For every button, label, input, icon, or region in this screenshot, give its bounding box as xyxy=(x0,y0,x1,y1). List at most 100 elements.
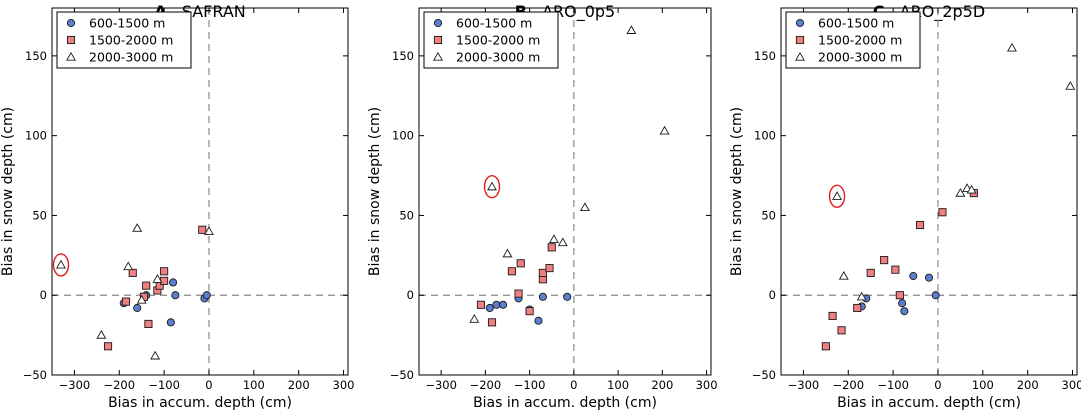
square-point xyxy=(821,342,830,351)
highlight-ellipse xyxy=(828,184,846,208)
legend-square-point xyxy=(66,35,76,45)
triangle-point xyxy=(132,223,143,232)
legend-label: 600-1500 m xyxy=(89,16,165,31)
legend-square-point xyxy=(433,35,443,45)
triangle-point xyxy=(626,25,637,34)
circle-point xyxy=(909,272,918,281)
legend-square-point xyxy=(795,35,805,45)
y-tick-label: 0 xyxy=(407,288,414,302)
triangle-point xyxy=(966,184,977,194)
square-point xyxy=(828,311,837,321)
x-tick-label: 100 xyxy=(243,378,265,392)
plot-area: −300 −200 −100 0 100 200 300 −50 0 50 100 150 600-15… xyxy=(23,7,355,392)
x-tick-label: −100 xyxy=(148,378,180,392)
triangle-point xyxy=(1065,81,1076,90)
legend: 600-1500 m 1500-2000 m 2000-3000 m xyxy=(785,11,921,69)
y-tick-label: −50 xyxy=(390,368,414,382)
triangle-point xyxy=(469,314,480,323)
legend-label: 600-1500 m xyxy=(456,16,532,31)
y-axis-label: Bias in snow depth (cm) xyxy=(0,107,16,276)
x-tick-label: −200 xyxy=(103,378,135,392)
triangle-point xyxy=(502,248,513,258)
triangle-point xyxy=(123,261,134,271)
highlight-ellipse xyxy=(483,175,501,199)
y-tick-label: 50 xyxy=(399,208,414,222)
square-point xyxy=(121,297,131,306)
x-tick-label: 200 xyxy=(1017,378,1039,392)
legend-label: 1500-2000 m xyxy=(456,33,540,48)
square-point xyxy=(837,326,846,335)
triangle-point xyxy=(1006,42,1017,52)
x-tick-label: 200 xyxy=(288,378,310,392)
triangle-point xyxy=(152,274,163,283)
y-tick-label: 150 xyxy=(392,49,414,63)
x-tick-label: −300 xyxy=(59,378,91,392)
square-point xyxy=(525,307,534,316)
x-tick-label: −200 xyxy=(470,378,502,392)
circle-point xyxy=(166,318,175,327)
square-point xyxy=(880,256,889,265)
legend-label: 600-1500 m xyxy=(818,16,894,31)
square-point xyxy=(160,267,169,276)
circle-point xyxy=(931,291,940,300)
legend-circle-point xyxy=(66,18,76,28)
triangle-point xyxy=(548,234,559,243)
legend-label: 2000-3000 m xyxy=(456,50,540,65)
triangle-point xyxy=(96,330,107,339)
triangle-point xyxy=(659,125,670,135)
x-tick-label: 300 xyxy=(333,378,355,392)
square-point xyxy=(516,259,525,268)
square-point xyxy=(144,319,153,328)
circle-point xyxy=(485,303,494,313)
circle-point xyxy=(538,292,547,301)
circle-point xyxy=(898,299,907,308)
square-point xyxy=(128,268,137,277)
x-axis-label: Bias in accum. depth (cm) xyxy=(108,395,292,411)
legend-triangle-point xyxy=(66,51,76,61)
y-tick-label: 100 xyxy=(392,129,414,143)
square-point xyxy=(142,281,151,290)
x-tick-label: 0 xyxy=(205,378,212,392)
square-point xyxy=(514,289,523,298)
x-tick-label: 300 xyxy=(1062,378,1081,392)
circle-point xyxy=(534,316,543,325)
square-point xyxy=(476,300,485,309)
circle-point xyxy=(171,291,180,300)
triangle-point xyxy=(955,187,966,197)
legend: 600-1500 m 1500-2000 m 2000-3000 m xyxy=(423,11,559,69)
square-point xyxy=(853,303,862,313)
square-point xyxy=(160,276,169,285)
panel-name: SAFRAN xyxy=(182,2,246,21)
legend-circle-point xyxy=(795,18,805,28)
y-axis-label: Bias in snow depth (cm) xyxy=(367,107,383,276)
legend: 600-1500 m 1500-2000 m 2000-3000 m xyxy=(56,11,192,69)
square-point xyxy=(547,243,556,252)
y-tick-label: 0 xyxy=(769,288,776,302)
x-tick-label: −300 xyxy=(788,378,820,392)
legend-label: 1500-2000 m xyxy=(89,33,173,48)
circle-point xyxy=(202,291,211,300)
circle-point xyxy=(924,273,934,282)
x-axis-label: Bias in accum. depth (cm) xyxy=(837,395,1021,411)
legend-label: 2000-3000 m xyxy=(818,50,902,65)
x-tick-label: 300 xyxy=(696,378,718,392)
legend-label: 1500-2000 m xyxy=(818,33,902,48)
y-tick-label: 150 xyxy=(25,49,47,63)
highlight-ellipse xyxy=(52,253,70,277)
triangle-point xyxy=(557,237,568,247)
circle-point xyxy=(563,292,572,301)
square-point xyxy=(938,208,947,217)
square-point xyxy=(866,268,875,277)
triangle-point xyxy=(856,291,867,301)
legend-box xyxy=(423,11,559,69)
legend-circle-point xyxy=(433,18,443,28)
panel-a: A SAFRAN Bias in accum. depth (cm) Bias … xyxy=(0,2,354,411)
legend-triangle-point xyxy=(795,51,805,61)
y-axis-label: Bias in snow depth (cm) xyxy=(729,107,745,276)
legend-triangle-point xyxy=(433,51,443,61)
plot-frame xyxy=(51,7,349,376)
x-tick-label: 0 xyxy=(934,378,941,392)
y-tick-label: 100 xyxy=(25,129,47,143)
triangle-point xyxy=(136,294,147,304)
